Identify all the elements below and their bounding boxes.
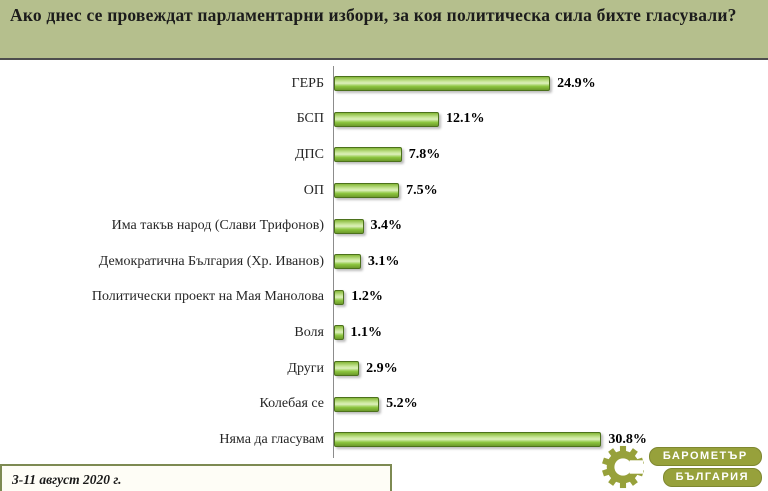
survey-date-box: 3-11 август 2020 г. — [0, 464, 392, 491]
bar-cell: 7.8% — [333, 137, 768, 173]
bar — [334, 289, 345, 305]
bar-cell: 7.5% — [333, 172, 768, 209]
bar — [334, 147, 402, 163]
category-label: ДПС — [295, 146, 324, 162]
value-label: 2.9% — [366, 360, 398, 376]
bar-cell: 1.2% — [333, 279, 768, 316]
question-title: Ако днес се провеждат парламентарни избо… — [10, 5, 737, 25]
question-header: Ако днес се провеждат парламентарни избо… — [0, 0, 768, 60]
value-label: 7.8% — [408, 146, 441, 162]
logo-line2: БЪЛГАРИЯ — [662, 468, 762, 487]
category-label: Воля — [294, 324, 324, 340]
value-label: 1.1% — [350, 324, 383, 340]
chart-row: БСП 12.1% — [0, 101, 768, 138]
value-label: 7.5% — [406, 182, 438, 198]
bar — [334, 254, 361, 270]
bar — [334, 361, 360, 377]
category-label: ОП — [303, 182, 324, 198]
value-label: 5.2% — [386, 396, 418, 412]
chart-row: Политически проект на Мая Манолова 1.2% — [0, 279, 768, 316]
category-label: ГЕРБ — [291, 75, 324, 91]
bar-cell: 3.4% — [333, 208, 768, 244]
category-label: Други — [287, 360, 324, 376]
chart-row: Демократична България (Хр. Иванов) 3.1% — [0, 243, 768, 280]
bar — [334, 396, 380, 412]
category-label: Демократична България (Хр. Иванов) — [98, 253, 324, 269]
value-label: 12.1% — [446, 111, 485, 127]
value-label: 3.1% — [367, 253, 400, 269]
bar — [334, 183, 400, 199]
value-label: 30.8% — [608, 431, 647, 447]
category-label: БСП — [296, 111, 324, 127]
gear-icon — [601, 445, 644, 489]
bar — [334, 325, 344, 341]
chart-rows: ГЕРБ 24.9% БСП 12.1% ДПС 7.8% ОП 7.5% Има такъв … — [0, 66, 768, 458]
bar-cell: 5.2% — [333, 386, 768, 422]
bar-cell: 30.8% — [333, 421, 768, 458]
value-label: 3.4% — [370, 218, 403, 234]
value-label: 1.2% — [351, 289, 383, 305]
chart-row: ГЕРБ 24.9% — [0, 66, 768, 102]
bar-cell: 12.1% — [333, 101, 768, 138]
category-label: Колебая се — [259, 396, 324, 412]
bar-chart: ГЕРБ 24.9% БСП 12.1% ДПС 7.8% ОП 7.5% Има такъв … — [0, 62, 768, 460]
barometer-bulgaria-logo: БАРОМЕТЪР БЪЛГАРИЯ — [601, 445, 762, 489]
chart-row: Воля 1.1% — [0, 315, 768, 351]
bar — [334, 432, 602, 448]
chart-row: Други 2.9% — [0, 350, 768, 387]
chart-row: ОП 7.5% — [0, 172, 768, 209]
chart-row: Колебая се 5.2% — [0, 386, 768, 422]
logo-text: БАРОМЕТЪР БЪЛГАРИЯ — [648, 447, 762, 487]
category-label: Политически проект на Мая Манолова — [91, 289, 324, 305]
chart-row: ДПС 7.8% — [0, 137, 768, 173]
chart-row: Има такъв народ (Слави Трифонов) 3.4% — [0, 208, 768, 244]
bar — [334, 218, 364, 234]
category-label: Няма да гласувам — [219, 431, 324, 447]
bar-cell: 24.9% — [333, 66, 768, 102]
logo-line1: БАРОМЕТЪР — [648, 447, 762, 466]
value-label: 24.9% — [557, 75, 596, 91]
bar-cell: 3.1% — [333, 243, 768, 280]
chart-row: Няма да гласувам 30.8% — [0, 421, 768, 458]
bar-cell: 1.1% — [333, 315, 768, 351]
bar-cell: 2.9% — [333, 350, 768, 387]
bar — [334, 111, 440, 127]
bar — [334, 76, 551, 92]
survey-date-label: 3-11 август 2020 г. — [12, 471, 122, 487]
category-label: Има такъв народ (Слави Трифонов) — [111, 218, 324, 234]
